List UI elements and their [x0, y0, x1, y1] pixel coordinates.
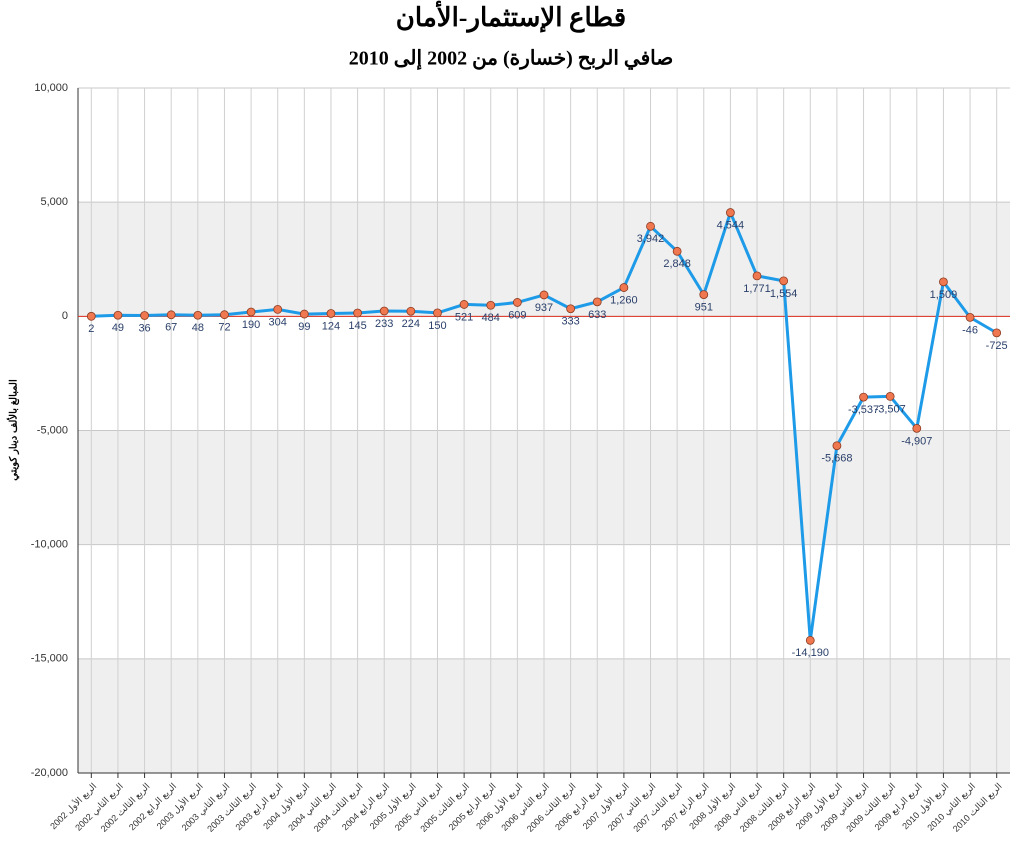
data-label: 48 — [192, 322, 204, 334]
data-label: 150 — [428, 320, 446, 332]
data-label: 224 — [402, 318, 420, 330]
data-point — [379, 306, 389, 316]
data-label: 937 — [535, 302, 553, 314]
data-label: 72 — [218, 322, 230, 334]
data-label: 99 — [298, 321, 310, 333]
y-tick-label: -15,000 — [31, 653, 68, 665]
x-tick-label: الربع الأول 2006 — [474, 780, 526, 832]
data-point — [992, 328, 1002, 338]
data-point — [832, 441, 842, 451]
data-point — [592, 297, 602, 307]
data-label: 484 — [482, 312, 500, 324]
data-point — [326, 309, 336, 318]
y-tick-label: 0 — [62, 310, 68, 322]
data-point — [113, 310, 123, 320]
y-tick-label: 5,000 — [40, 196, 68, 208]
data-point — [646, 221, 655, 231]
data-label: -5,668 — [821, 453, 852, 465]
data-point — [433, 308, 442, 318]
data-point — [726, 208, 735, 217]
data-label: -3,537 — [848, 404, 879, 416]
data-point — [220, 310, 229, 320]
data-label: -4,907 — [901, 435, 932, 447]
data-label: 190 — [242, 319, 260, 331]
data-point — [619, 283, 629, 292]
x-tick-label: الربع الأول 2008 — [687, 780, 739, 832]
data-label: 36 — [138, 322, 150, 334]
data-point — [566, 304, 576, 314]
data-label: 145 — [348, 320, 366, 332]
data-point — [299, 309, 309, 319]
data-point — [805, 635, 815, 645]
data-point — [166, 310, 176, 320]
data-point — [912, 423, 922, 433]
x-tick-label: الربع الأول 2004 — [260, 780, 312, 832]
data-point — [459, 300, 469, 309]
data-label: -3,507 — [875, 403, 906, 415]
x-tick-label: الربع الأول 2009 — [793, 780, 845, 832]
y-axis-label: المبالغ بالألف دينار كويتي — [8, 379, 20, 481]
data-label: 1,771 — [743, 283, 771, 295]
data-label: 609 — [508, 309, 526, 321]
data-label: -14,190 — [792, 647, 829, 659]
data-point — [353, 308, 363, 318]
data-point — [779, 276, 789, 286]
x-tick-label: الربع الأول 2002 — [47, 780, 99, 832]
data-label: 2,848 — [663, 258, 691, 270]
data-point — [193, 310, 203, 320]
x-tick-label: الربع الأول 2003 — [154, 780, 206, 832]
data-label: 1,260 — [610, 294, 638, 306]
y-tick-label: -5,000 — [37, 424, 68, 436]
data-point — [699, 290, 709, 300]
data-label: -725 — [986, 340, 1008, 352]
data-point — [246, 307, 256, 317]
data-point — [539, 290, 549, 300]
x-tick-label: الربع الأول 2005 — [367, 780, 419, 832]
data-point — [140, 311, 149, 320]
data-label: -46 — [962, 324, 978, 336]
data-label: 951 — [695, 302, 713, 314]
data-point — [672, 246, 682, 256]
data-label: 49 — [112, 322, 124, 334]
data-label: 3,942 — [637, 233, 665, 245]
data-label: 1,509 — [930, 289, 958, 301]
data-point — [859, 392, 868, 402]
y-tick-label: -20,000 — [31, 767, 68, 779]
data-label: 521 — [455, 311, 473, 323]
data-point — [406, 306, 416, 316]
data-point — [885, 392, 895, 401]
data-label: 2 — [88, 323, 94, 335]
x-tick-label: الربع الأول 2010 — [900, 780, 952, 832]
data-label: 333 — [561, 316, 579, 328]
x-tick-label: الربع الثالث 2010 — [951, 781, 1005, 835]
chart-title: قطاع الإستثمار-الأمان — [396, 0, 626, 33]
data-label: 633 — [588, 309, 606, 321]
data-point — [939, 277, 948, 287]
data-label: 1,554 — [770, 288, 798, 300]
data-point — [752, 271, 762, 281]
y-tick-label: 10,000 — [34, 82, 68, 94]
data-label: 124 — [322, 320, 340, 332]
y-tick-label: -10,000 — [31, 539, 68, 551]
x-tick-label: الربع الأول 2007 — [580, 780, 632, 832]
data-point — [273, 304, 283, 314]
data-point — [486, 300, 496, 310]
data-label: 4,544 — [717, 219, 745, 231]
chart-subtitle: صافي الربح (خسارة) من 2002 إلى 2010 — [349, 48, 674, 71]
data-point — [965, 312, 975, 322]
data-point — [86, 311, 96, 321]
data-label: 304 — [269, 316, 287, 328]
data-point — [512, 298, 522, 307]
data-label: 67 — [165, 322, 177, 334]
data-label: 233 — [375, 318, 393, 330]
